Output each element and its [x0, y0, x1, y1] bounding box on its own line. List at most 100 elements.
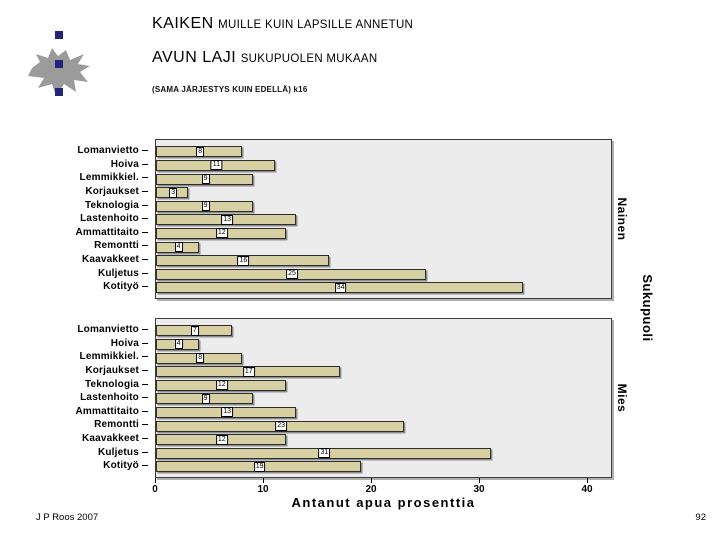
category-tick-mark — [142, 451, 148, 453]
category-label: Kaavakkeet — [81, 433, 139, 445]
x-axis: Antanut apua prosenttia 0 10 20 30 40 — [152, 478, 612, 512]
bar: 12 — [156, 434, 286, 446]
category-tick-mark — [142, 259, 148, 261]
category-tick-mark — [142, 177, 148, 179]
category-row: Kotityö — [28, 459, 148, 473]
bar: 4 — [156, 241, 200, 253]
category-label: Ammattitaito — [75, 226, 139, 238]
x-tick-mark — [479, 478, 480, 483]
category-tick-mark — [142, 163, 148, 165]
footer-author: J P Roos 2007 — [36, 512, 99, 523]
category-row: Lomanvietto — [28, 144, 148, 158]
bar: 31 — [156, 447, 491, 459]
category-row: Remontti — [28, 239, 148, 253]
category-tick-mark — [142, 370, 148, 372]
category-labels-nainen: Lomanvietto Hoiva Lemmikkiel. Korjaukset Tek… — [28, 144, 148, 294]
title-1-strong: KAIKEN — [152, 15, 214, 32]
x-tick-label: 20 — [365, 484, 377, 495]
x-tick-label: 0 — [152, 484, 158, 495]
logo-square-middle — [55, 60, 63, 68]
bar: 12 — [156, 227, 286, 239]
title-line-1: KAIKEN MUILLE KUIN LAPSILLE ANNETUN — [152, 14, 672, 35]
category-row: Korjaukset — [28, 364, 148, 378]
bar-value-label: 4 — [174, 242, 183, 252]
bar: 4 — [156, 338, 200, 350]
bar: 34 — [156, 282, 524, 294]
title-1-rest: MUILLE KUIN LAPSILLE ANNETUN — [218, 19, 414, 31]
title-2-strong: AVUN LAJI — [152, 49, 237, 66]
panel-group-label: Sukupuoli — [640, 274, 655, 342]
bar-value-label: 17 — [242, 366, 255, 377]
bar: 8 — [156, 352, 243, 364]
category-label: Kuljetus — [97, 446, 139, 458]
category-label: Lemmikkiel. — [79, 351, 139, 363]
category-label: Kotityö — [103, 281, 139, 293]
category-row: Kuljetus — [28, 266, 148, 280]
bar-value-label: 8 — [196, 146, 205, 157]
category-tick-mark — [142, 397, 148, 399]
category-tick-mark — [142, 272, 148, 274]
bar-value-label: 13 — [221, 214, 234, 225]
bar: 9 — [156, 393, 254, 405]
category-tick-mark — [142, 231, 148, 233]
title-line-2: AVUN LAJI SUKUPUOLEN MUKAAN — [152, 48, 672, 69]
bar-value-label: 7 — [190, 325, 199, 336]
category-row: Kaavakkeet — [28, 432, 148, 446]
bar-value-label: 9 — [201, 174, 210, 184]
category-row: Teknologia — [28, 198, 148, 212]
category-label: Kotityö — [103, 460, 139, 472]
page-number: 92 — [695, 512, 706, 523]
x-tick-mark — [155, 478, 156, 483]
category-tick-mark — [142, 191, 148, 193]
category-row: Teknologia — [28, 377, 148, 391]
bar: 12 — [156, 379, 286, 391]
bar: 3 — [156, 187, 189, 199]
category-tick-mark — [142, 438, 148, 440]
category-row: Hoiva — [28, 158, 148, 172]
category-row: Lemmikkiel. — [28, 171, 148, 185]
logo-square-top — [55, 31, 63, 39]
category-label: Ammattitaito — [75, 405, 139, 417]
category-label: Lastenhoito — [80, 392, 139, 404]
category-tick-mark — [142, 245, 148, 247]
title-2-rest: SUKUPUOLEN MUKAAN — [240, 53, 378, 65]
category-row: Lomanvietto — [28, 323, 148, 337]
category-labels-mies: Lomanvietto Hoiva Lemmikkiel. Korjaukset Tek… — [28, 323, 148, 473]
category-label: Korjaukset — [85, 365, 139, 377]
x-tick-mark — [263, 478, 264, 483]
bar: 8 — [156, 146, 243, 158]
bar-value-label: 12 — [215, 380, 228, 391]
category-row: Lastenhoito — [28, 212, 148, 226]
category-tick-mark — [142, 150, 148, 152]
category-tick-mark — [142, 329, 148, 331]
category-label: Kuljetus — [97, 267, 139, 279]
bar-value-label: 23 — [275, 421, 288, 431]
category-row: Kotityö — [28, 280, 148, 294]
bar-value-label: 4 — [174, 339, 183, 350]
category-row: Hoiva — [28, 337, 148, 351]
bar: 9 — [156, 200, 254, 212]
university-logo — [28, 31, 90, 96]
bar-value-label: 19 — [253, 461, 266, 472]
category-row: Ammattitaito — [28, 405, 148, 419]
category-label: Lomanvietto — [77, 324, 139, 336]
category-row: Remontti — [28, 418, 148, 432]
category-tick-mark — [142, 410, 148, 412]
category-tick-mark — [142, 383, 148, 385]
title-block: KAIKEN MUILLE KUIN LAPSILLE ANNETUN AVUN… — [152, 14, 672, 94]
bar: 16 — [156, 255, 329, 267]
category-row: Korjaukset — [28, 185, 148, 199]
bar: 9 — [156, 173, 254, 185]
bar-value-label: 8 — [196, 353, 205, 363]
subtitle: (SAMA JÄRJESTYS KUIN EDELLÄ) k16 — [152, 85, 308, 94]
logo-flame-icon — [28, 48, 90, 96]
x-tick-mark — [587, 478, 588, 483]
bar: 25 — [156, 268, 426, 280]
bar-value-label: 34 — [334, 282, 347, 293]
category-row: Kaavakkeet — [28, 253, 148, 267]
bar: 13 — [156, 214, 297, 226]
panel-label-mies: Mies — [615, 383, 629, 413]
x-tick-label: 10 — [257, 484, 269, 495]
x-tick-label: 40 — [581, 484, 593, 495]
